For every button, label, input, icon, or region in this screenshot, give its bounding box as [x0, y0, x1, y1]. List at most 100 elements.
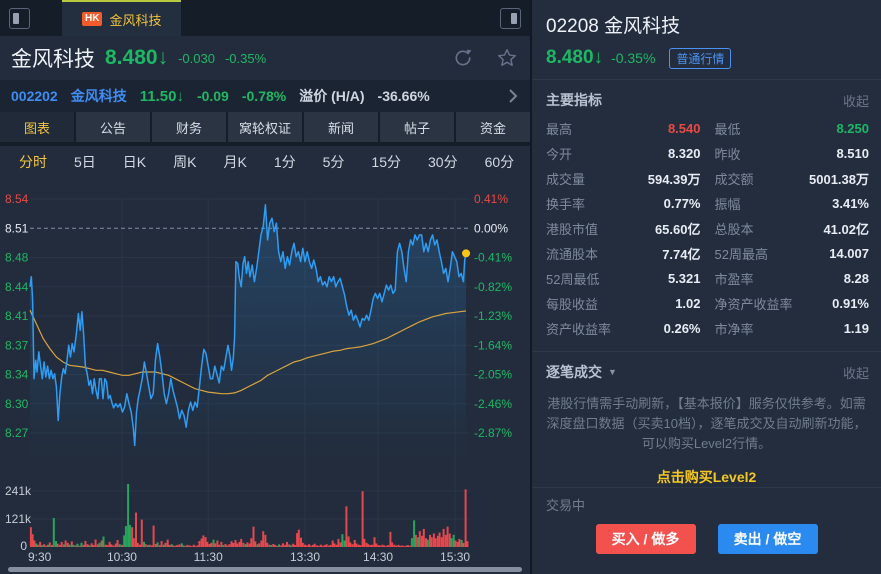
- svg-text:8.41: 8.41: [5, 309, 29, 323]
- trade-footer: 交易中 买入 / 做多 卖出 / 做空: [532, 487, 881, 574]
- indicators-collapse-button[interactable]: 收起: [842, 93, 869, 109]
- chevron-right-icon[interactable]: [508, 89, 518, 103]
- indicators-section-header: 主要指标 收起: [532, 80, 881, 114]
- stock-window-tab[interactable]: HK 金风科技: [62, 0, 182, 36]
- window-tab-bar: HK 金风科技: [0, 0, 530, 36]
- svg-text:0: 0: [20, 539, 27, 553]
- table-row: 流通股本 7.74亿 52周最高 14.007: [546, 246, 869, 262]
- stock-name: 金风科技: [11, 48, 95, 71]
- caret-down-icon[interactable]: ▼: [608, 367, 617, 377]
- trades-section-header: 逐笔成交 ▼ 收起: [532, 352, 881, 386]
- svg-text:-0.82%: -0.82%: [474, 280, 512, 294]
- a-share-code: 002202: [11, 88, 58, 104]
- table-row: 最高 8.540 最低 8.250: [546, 121, 869, 137]
- trades-title[interactable]: 逐笔成交: [546, 364, 602, 380]
- collapse-right-panel-icon[interactable]: [500, 7, 521, 29]
- sell-button[interactable]: 卖出 / 做空: [717, 524, 818, 554]
- refresh-icon[interactable]: [452, 47, 474, 69]
- right-stock-price: 8.480↓: [546, 47, 604, 68]
- svg-text:15:30: 15:30: [440, 550, 470, 564]
- tab-financials[interactable]: 财务: [152, 112, 226, 142]
- svg-text:8.44: 8.44: [5, 280, 29, 294]
- period-daily-k[interactable]: 日K: [122, 154, 147, 170]
- a-share-change: -0.09: [196, 88, 229, 104]
- tab-announcements[interactable]: 公告: [76, 112, 150, 142]
- table-row: 资产收益率 0.26% 市净率 1.19: [546, 321, 869, 337]
- tab-posts[interactable]: 帖子: [380, 112, 454, 142]
- table-row: 今开 8.320 昨收 8.510: [546, 146, 869, 162]
- tab-capital[interactable]: 资金: [456, 112, 530, 142]
- period-weekly-k[interactable]: 周K: [173, 154, 197, 170]
- left-panel: HK 金风科技 金风科技 8.480↓ -0.030 -0.35% 00: [0, 0, 530, 574]
- right-panel: 02208 金风科技 8.480↓ -0.35% 普通行情 主要指标 收起 最高…: [530, 0, 881, 574]
- stock-change: -0.030: [178, 50, 215, 66]
- stock-price: 8.480↓: [105, 46, 169, 69]
- svg-text:0.00%: 0.00%: [474, 221, 508, 235]
- a-share-price: 11.50↓: [139, 87, 184, 105]
- period-monthly-k[interactable]: 月K: [223, 154, 247, 170]
- period-15min[interactable]: 15分: [371, 154, 401, 170]
- tab-chart[interactable]: 图表: [0, 112, 74, 142]
- level2-notice-text: 港股行情需手动刷新，【基本报价】服务仅供参考。如需深度盘口数据（买卖10档），逐…: [546, 396, 867, 451]
- svg-text:-1.23%: -1.23%: [474, 309, 512, 323]
- horizontal-scrollbar[interactable]: [8, 567, 522, 572]
- svg-text:8.48: 8.48: [5, 251, 29, 265]
- svg-text:8.30: 8.30: [5, 397, 29, 411]
- table-row: 每股收益 1.02 净资产收益率 0.91%: [546, 296, 869, 312]
- buy-level2-link[interactable]: 点击购买Level2: [656, 469, 757, 485]
- svg-text:-2.87%: -2.87%: [474, 426, 512, 440]
- a-share-name: 金风科技: [70, 88, 127, 104]
- buy-button[interactable]: 买入 / 做多: [595, 524, 696, 554]
- svg-text:-0.41%: -0.41%: [474, 251, 512, 265]
- svg-text:-1.64%: -1.64%: [474, 338, 512, 352]
- period-5day[interactable]: 5日: [74, 154, 96, 170]
- quote-level-badge[interactable]: 普通行情: [669, 47, 732, 69]
- stock-change-pct: -0.35%: [224, 50, 267, 66]
- content-tab-bar: 图表 公告 财务 窝轮权证 新闻 帖子 资金: [0, 112, 530, 146]
- tab-news[interactable]: 新闻: [304, 112, 378, 142]
- stock-code-name: 02208 金风科技: [546, 16, 681, 37]
- collapse-left-panel-icon[interactable]: [9, 7, 30, 29]
- premium-label: 溢价 (H/A): [299, 88, 365, 104]
- svg-text:9:30: 9:30: [28, 550, 52, 564]
- right-quote-header: 02208 金风科技 8.480↓ -0.35% 普通行情: [532, 0, 881, 80]
- a-share-quote-row[interactable]: 002202 金风科技 11.50↓ -0.09 -0.78% 溢价 (H/A)…: [0, 80, 530, 112]
- intraday-chart-area: 9:30 10:30 11:30 13:30 14:30 15:30 8.54 0.41% 8.…: [0, 178, 530, 574]
- market-hk-badge: HK: [82, 12, 103, 26]
- period-1min[interactable]: 1分: [273, 154, 296, 170]
- down-arrow-icon: ↓: [593, 47, 604, 68]
- intraday-chart-svg: 9:30 10:30 11:30 13:30 14:30 15:30 8.54 0.41% 8.…: [5, 192, 512, 564]
- trading-status: 交易中: [546, 498, 586, 513]
- a-share-change-pct: -0.78%: [241, 88, 287, 104]
- period-intraday[interactable]: 分时: [19, 154, 47, 170]
- tab-warrants[interactable]: 窝轮权证: [228, 112, 302, 142]
- svg-text:11:30: 11:30: [194, 550, 223, 564]
- svg-text:8.34: 8.34: [5, 368, 29, 382]
- quote-header-row: 金风科技 8.480↓ -0.030 -0.35%: [0, 36, 530, 80]
- table-row: 港股市值 65.60亿 总股本 41.02亿: [546, 222, 869, 237]
- table-row: 成交量 594.39万 成交额 5001.38万: [546, 172, 869, 187]
- svg-text:14:30: 14:30: [363, 550, 393, 564]
- premium-value: -36.66%: [377, 88, 430, 104]
- period-tab-bar: 分时 5日 日K 周K 月K 1分 5分 15分 30分 60分: [0, 146, 530, 178]
- table-row: 换手率 0.77% 振幅 3.41%: [546, 196, 869, 212]
- svg-text:8.54: 8.54: [5, 192, 29, 206]
- indicators-title: 主要指标: [546, 92, 602, 108]
- svg-text:-2.05%: -2.05%: [474, 368, 512, 382]
- down-arrow-icon: ↓: [157, 46, 169, 69]
- table-row: 52周最低 5.321 市盈率 8.28: [546, 271, 869, 287]
- favorite-star-icon[interactable]: [496, 47, 518, 69]
- svg-text:10:30: 10:30: [107, 550, 137, 564]
- svg-text:8.37: 8.37: [5, 338, 29, 352]
- trades-collapse-button[interactable]: 收起: [842, 365, 869, 381]
- period-30min[interactable]: 30分: [428, 154, 458, 170]
- svg-text:8.27: 8.27: [5, 426, 29, 440]
- stock-tab-label: 金风科技: [109, 12, 162, 28]
- period-5min[interactable]: 5分: [322, 154, 345, 170]
- svg-text:8.51: 8.51: [5, 221, 29, 235]
- svg-text:13:30: 13:30: [290, 550, 320, 564]
- svg-text:241k: 241k: [5, 484, 32, 498]
- period-60min[interactable]: 60分: [484, 154, 515, 170]
- indicators-table: 最高 8.540 最低 8.250 今开 8.320 昨收 8.510 成交量 594.3…: [532, 114, 881, 352]
